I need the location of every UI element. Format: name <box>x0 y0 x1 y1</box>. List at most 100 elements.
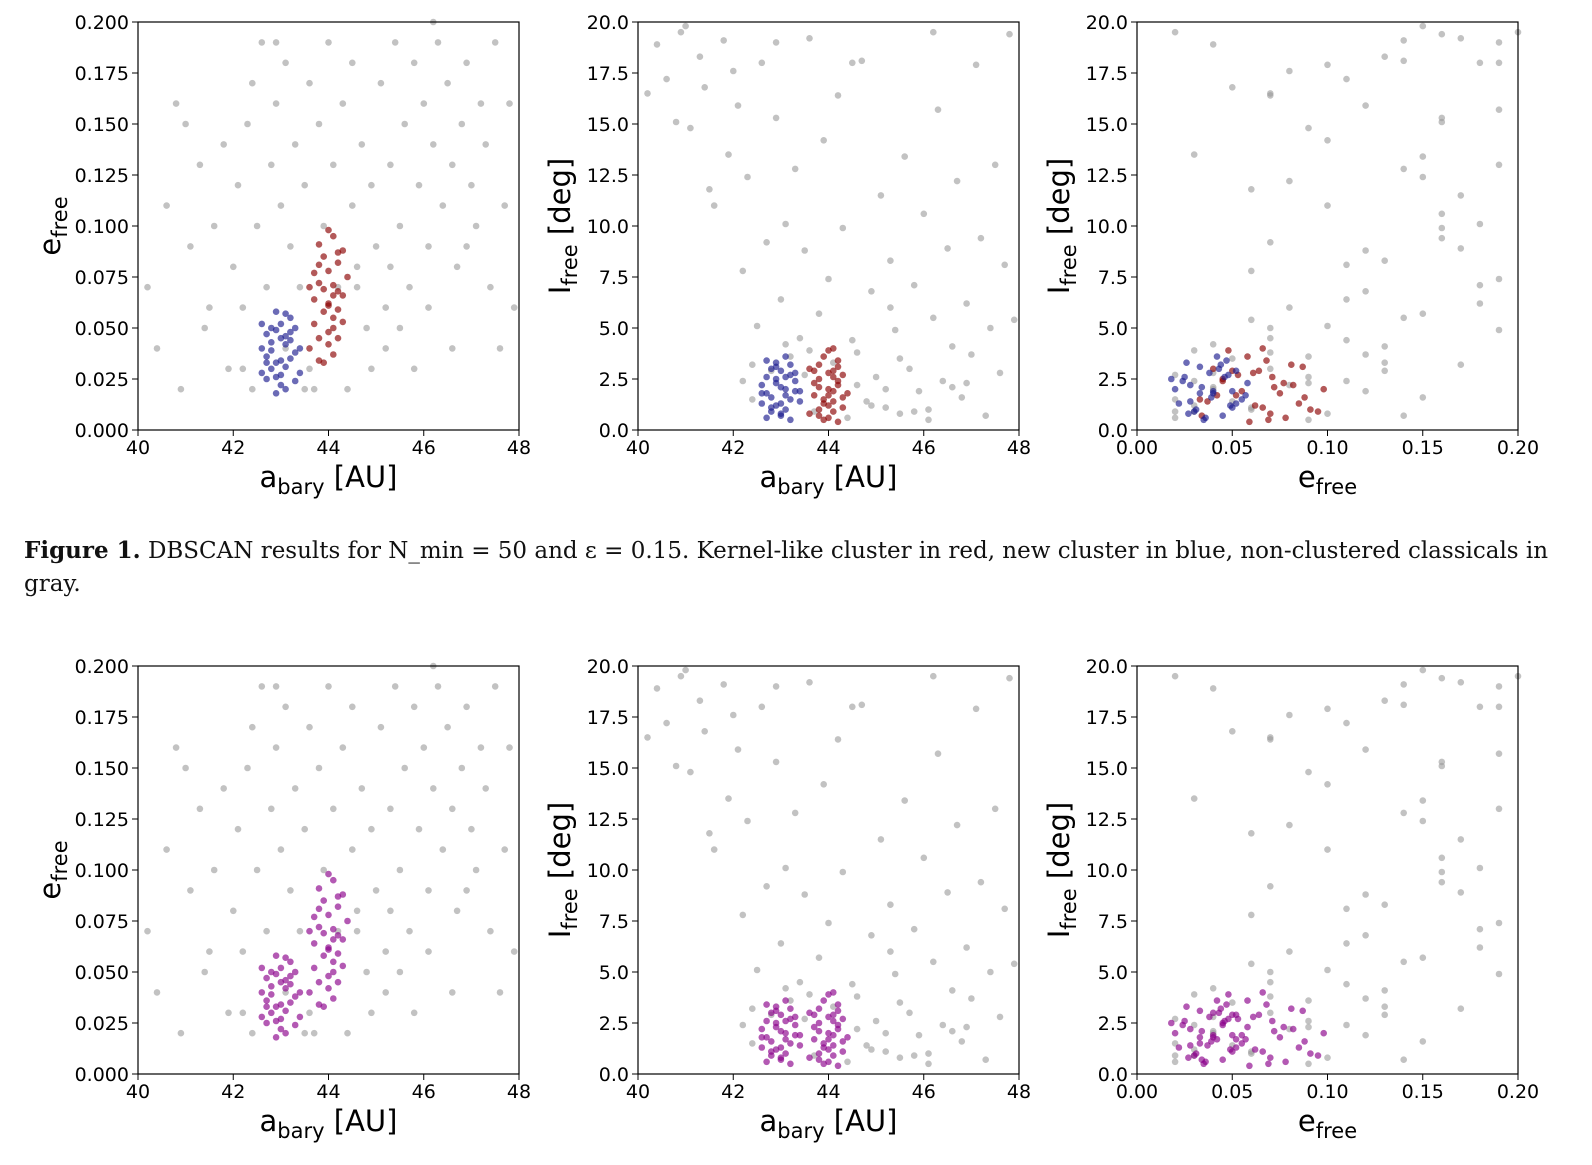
point-kernel-cluster <box>1255 367 1263 375</box>
point-unclustered <box>187 887 194 894</box>
point-unclustered <box>953 177 961 185</box>
point-unclustered <box>672 118 680 126</box>
point-new-cluster <box>1168 375 1175 383</box>
point-unclustered <box>772 683 780 690</box>
point-kernel-cluster <box>339 292 347 299</box>
point-unclustered <box>468 181 475 189</box>
point-unclustered <box>425 304 432 311</box>
x-tick-label: 46 <box>912 1081 936 1103</box>
y-tick-label: 0.050 <box>75 318 129 340</box>
point-unclustered <box>782 220 789 228</box>
point-new-cluster <box>796 1031 804 1039</box>
point-unclustered <box>1381 1011 1388 1019</box>
point-new-cluster <box>268 1009 275 1017</box>
point-unclustered <box>1400 701 1407 709</box>
point-new-cluster <box>768 1038 775 1045</box>
point-kernel-cluster <box>1299 1007 1306 1015</box>
point-unclustered <box>687 768 694 776</box>
point-unclustered <box>272 39 280 46</box>
point-unclustered <box>1010 960 1018 968</box>
point-new-cluster <box>272 1034 280 1041</box>
point-unclustered <box>953 821 961 829</box>
x-axis-label: efree <box>1298 1104 1357 1143</box>
point-unclustered <box>372 243 380 250</box>
point-new-cluster <box>787 1060 794 1068</box>
point-kernel-cluster <box>1267 1054 1274 1061</box>
point-unclustered <box>1171 414 1179 422</box>
point-kernel-cluster <box>320 253 328 260</box>
point-new-cluster <box>763 357 770 364</box>
point-unclustered <box>1171 1052 1179 1059</box>
point-new-cluster <box>1242 392 1249 399</box>
point-kernel-cluster <box>1265 416 1272 424</box>
x-axis-label: abary [AU] <box>260 1104 398 1143</box>
point-unclustered <box>310 385 318 393</box>
point-new-cluster <box>777 1011 785 1019</box>
point-kernel-cluster <box>334 306 342 313</box>
point-kernel-cluster <box>825 385 832 393</box>
point-kernel-cluster <box>1276 390 1284 397</box>
point-unclustered <box>1324 61 1331 69</box>
x-tick-label: 0.20 <box>1497 437 1539 459</box>
x-tick-label: 46 <box>412 437 436 459</box>
point-kernel-cluster <box>825 392 832 399</box>
point-unclustered <box>153 989 161 996</box>
point-new-cluster <box>1213 353 1221 360</box>
point-unclustered <box>720 37 727 44</box>
point-unclustered <box>1267 92 1274 99</box>
point-new-cluster <box>287 980 294 988</box>
point-new-cluster <box>287 355 294 362</box>
point-unclustered <box>406 283 413 291</box>
point-unclustered <box>863 398 870 405</box>
point-kernel-cluster <box>810 392 818 399</box>
point-new-cluster <box>291 1021 299 1029</box>
y-tick-label: 10.0 <box>587 216 629 238</box>
point-kernel-cluster <box>1307 1050 1314 1057</box>
point-unclustered <box>272 100 280 107</box>
point-kernel-cluster <box>330 936 337 943</box>
point-kernel-cluster <box>810 379 818 387</box>
point-new-cluster <box>1219 1056 1226 1063</box>
point-unclustered <box>1324 1054 1331 1061</box>
point-unclustered <box>944 889 951 896</box>
point-unclustered <box>1457 1005 1465 1012</box>
point-unclustered <box>1343 905 1350 913</box>
point-unclustered <box>439 846 447 853</box>
point-unclustered <box>906 365 913 373</box>
point-new-cluster <box>268 365 275 373</box>
point-unclustered <box>1438 210 1446 218</box>
point-new-cluster <box>1192 406 1200 413</box>
point-kernel-cluster <box>315 357 323 364</box>
point-unclustered <box>239 948 247 955</box>
point-new-cluster <box>768 1009 775 1017</box>
point-unclustered <box>1381 697 1388 704</box>
point-kernel-cluster <box>830 1042 837 1049</box>
point-kernel-cluster <box>815 361 823 369</box>
point-unclustered <box>1381 1003 1388 1010</box>
point-unclustered <box>410 365 418 373</box>
point-unclustered <box>1305 1023 1312 1031</box>
point-unclustered <box>958 1038 966 1045</box>
point-new-cluster <box>1171 1029 1179 1037</box>
point-new-cluster <box>1209 387 1217 395</box>
point-kernel-cluster <box>315 279 323 287</box>
point-new-cluster <box>1185 1054 1192 1061</box>
point-unclustered <box>739 1021 747 1029</box>
point-unclustered <box>1381 987 1388 994</box>
point-unclustered <box>920 854 928 862</box>
point-new-cluster <box>287 336 294 344</box>
point-unclustered <box>363 968 370 976</box>
x-tick-label: 0.00 <box>1116 437 1158 459</box>
point-unclustered <box>958 394 966 401</box>
point-kernel-cluster <box>820 416 827 424</box>
point-unclustered <box>820 781 827 788</box>
point-unclustered <box>1209 685 1217 692</box>
y-tick-label: 17.5 <box>587 707 629 729</box>
point-unclustered <box>482 141 490 148</box>
point-unclustered <box>144 927 151 935</box>
y-tick-label: 2.5 <box>599 369 629 391</box>
point-unclustered <box>239 1009 247 1017</box>
point-kernel-cluster <box>834 1007 842 1015</box>
point-unclustered <box>1476 925 1484 933</box>
point-unclustered <box>1438 234 1446 242</box>
